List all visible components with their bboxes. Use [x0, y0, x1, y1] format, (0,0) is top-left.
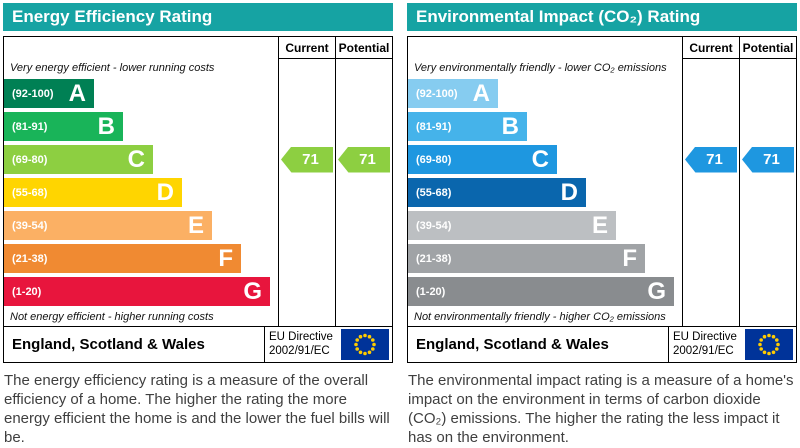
- band-letter: D: [560, 178, 578, 206]
- bottom-caption: Not environmentally friendly - higher CO…: [414, 311, 666, 323]
- rating-band: (92-100) A: [4, 77, 278, 110]
- band-range: (55-68): [416, 186, 452, 199]
- band-range: (92-100): [416, 87, 458, 100]
- potential-column-header: Potential: [740, 37, 796, 59]
- band-letter: F: [622, 244, 637, 272]
- current-rating-arrow: 71: [685, 146, 737, 173]
- rating-band: (55-68) D: [4, 176, 278, 209]
- panel-title: Energy Efficiency Rating: [12, 7, 213, 26]
- rating-band: (92-100) A: [408, 77, 682, 110]
- rating-bands: (92-100) A (81-91) B (69-80) C (55-68) D…: [4, 77, 278, 308]
- eu-directive-label: EU Directive 2002/91/EC: [668, 327, 742, 362]
- rating-band: (55-68) D: [408, 176, 682, 209]
- eu-flag: [742, 327, 796, 362]
- band-range: (69-80): [12, 153, 48, 166]
- region-label: England, Scotland & Wales: [12, 336, 205, 353]
- rating-band: (69-80) C: [4, 143, 278, 176]
- energy-efficiency-panel: Energy Efficiency Rating Current Potenti…: [3, 3, 393, 447]
- rating-band: (21-38) F: [4, 242, 278, 275]
- band-letter: A: [472, 79, 490, 107]
- band-letter: G: [647, 277, 666, 305]
- rating-band: (81-91) B: [408, 110, 682, 143]
- potential-rating-arrow: 71: [338, 146, 390, 173]
- rating-band: (1-20) G: [4, 275, 278, 308]
- environmental-impact-panel: Environmental Impact (CO₂) Rating Curren…: [407, 3, 797, 447]
- rating-band: (21-38) F: [408, 242, 682, 275]
- potential-rating-value: 71: [763, 151, 780, 168]
- current-column-header: Current: [683, 37, 739, 59]
- rating-band: (39-54) E: [4, 209, 278, 242]
- band-letter: A: [68, 79, 86, 107]
- rating-band: (39-54) E: [408, 209, 682, 242]
- band-range: (21-38): [12, 252, 48, 265]
- band-range: (39-54): [12, 219, 48, 232]
- eu-flag: [338, 327, 392, 362]
- region-label: England, Scotland & Wales: [416, 336, 609, 353]
- current-column-header: Current: [279, 37, 335, 59]
- eu-directive-label: EU Directive 2002/91/EC: [264, 327, 338, 362]
- band-range: (92-100): [12, 87, 54, 100]
- top-caption: Very energy efficient - lower running co…: [10, 62, 215, 74]
- current-rating-value: 71: [302, 151, 319, 168]
- band-letter: F: [218, 244, 233, 272]
- band-range: (81-91): [12, 120, 48, 133]
- potential-rating-arrow: 71: [742, 146, 794, 173]
- potential-column-header: Potential: [336, 37, 392, 59]
- energy-panel-title-bar: Energy Efficiency Rating: [3, 3, 393, 31]
- band-letter: E: [187, 211, 204, 239]
- description-text: The environmental impact rating is a mea…: [408, 372, 794, 446]
- band-letter: C: [531, 145, 549, 173]
- band-letter: C: [127, 145, 145, 173]
- band-letter: E: [591, 211, 608, 239]
- rating-band: (81-91) B: [4, 110, 278, 143]
- band-range: (69-80): [416, 153, 452, 166]
- band-letter: B: [97, 112, 115, 140]
- panel-title: Environmental Impact (CO₂) Rating: [416, 7, 701, 26]
- band-range: (1-20): [416, 285, 446, 298]
- band-letter: B: [501, 112, 519, 140]
- top-caption: Very environmentally friendly - lower CO…: [414, 62, 667, 74]
- chart-footer: England, Scotland & Wales EU Directive 2…: [408, 326, 796, 362]
- column-divider: [739, 37, 740, 326]
- chart-footer: England, Scotland & Wales EU Directive 2…: [4, 326, 392, 362]
- energy-rating-chart: Current Potential Very energy efficient …: [3, 36, 393, 363]
- band-range: (39-54): [416, 219, 452, 232]
- column-divider: [682, 37, 683, 326]
- current-rating-value: 71: [706, 151, 723, 168]
- band-letter: G: [243, 277, 262, 305]
- band-range: (81-91): [416, 120, 452, 133]
- band-range: (55-68): [12, 186, 48, 199]
- bottom-caption: Not energy efficient - higher running co…: [10, 311, 214, 323]
- environmental-panel-title-bar: Environmental Impact (CO₂) Rating: [407, 3, 797, 31]
- description-text: The energy efficiency rating is a measur…: [4, 372, 390, 446]
- rating-band: (1-20) G: [408, 275, 682, 308]
- potential-rating-value: 71: [359, 151, 376, 168]
- band-range: (1-20): [12, 285, 42, 298]
- current-rating-arrow: 71: [281, 146, 333, 173]
- band-range: (21-38): [416, 252, 452, 265]
- band-letter: D: [156, 178, 174, 206]
- column-divider: [278, 37, 279, 326]
- rating-band: (69-80) C: [408, 143, 682, 176]
- column-divider: [335, 37, 336, 326]
- rating-bands: (92-100) A (81-91) B (69-80) C (55-68) D…: [408, 77, 682, 308]
- environmental-rating-chart: Current Potential Very environmentally f…: [407, 36, 797, 363]
